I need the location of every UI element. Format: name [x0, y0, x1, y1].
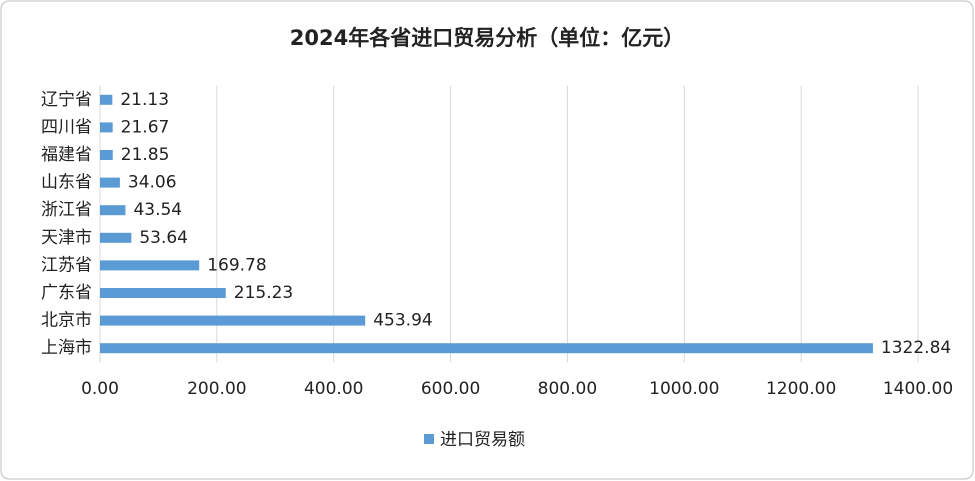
x-tick-label: 1400.00	[883, 379, 953, 399]
y-tick-label: 福建省	[41, 145, 92, 165]
bar	[100, 205, 126, 216]
y-tick-label: 天津市	[41, 228, 92, 248]
x-tick-label: 200.00	[187, 379, 246, 399]
legend-label: 进口贸易额	[440, 430, 525, 450]
data-label: 21.67	[121, 117, 170, 137]
bar	[100, 288, 226, 298]
x-tick-label: 0.00	[81, 379, 119, 399]
x-tick-label: 800.00	[538, 379, 597, 399]
x-tick-label: 400.00	[304, 379, 363, 399]
y-tick-label: 江苏省	[41, 255, 92, 275]
y-tick-label: 四川省	[41, 117, 92, 137]
y-tick-label: 广东省	[41, 283, 92, 303]
bar	[100, 177, 120, 188]
legend-swatch	[424, 434, 434, 444]
data-label: 21.85	[121, 145, 170, 165]
y-tick-label: 上海市	[41, 338, 92, 358]
data-label: 21.13	[120, 90, 169, 110]
bar	[100, 232, 132, 243]
data-label: 53.64	[139, 228, 188, 248]
bar	[100, 315, 366, 326]
data-label: 1322.84	[881, 338, 951, 358]
bar	[100, 150, 113, 160]
y-tick-label: 北京市	[41, 311, 92, 331]
x-tick-label: 1200.00	[766, 379, 836, 399]
bar	[100, 260, 200, 271]
data-label: 43.54	[133, 200, 182, 220]
data-label: 453.94	[373, 311, 432, 331]
y-tick-label: 浙江省	[41, 200, 92, 220]
y-tick-label: 辽宁省	[41, 90, 92, 110]
bar	[100, 343, 873, 354]
x-tick-label: 600.00	[421, 379, 480, 399]
data-label: 169.78	[207, 255, 266, 275]
x-tick-label: 1000.00	[649, 379, 719, 399]
bar	[100, 94, 113, 105]
data-label: 215.23	[234, 283, 293, 303]
data-label: 34.06	[128, 173, 177, 193]
y-tick-label: 山东省	[41, 173, 92, 193]
bar	[100, 122, 113, 133]
chart-title: 2024年各省进口贸易分析（单位：亿元）	[290, 26, 684, 50]
